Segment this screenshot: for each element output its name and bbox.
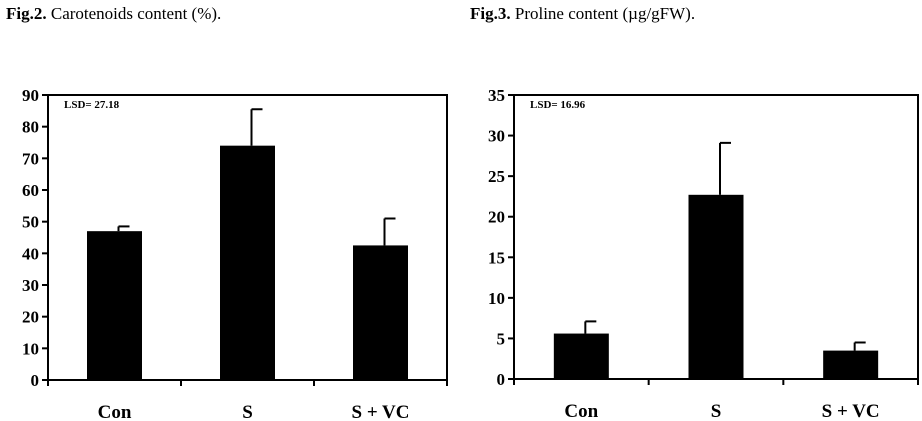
fig2-ytick-label: 50: [22, 213, 39, 232]
fig3-ytick-label: 20: [488, 208, 505, 227]
fig2-bar: [353, 245, 408, 380]
fig2-ytick-label: 70: [22, 149, 39, 168]
fig3-ytick-label: 15: [488, 248, 505, 267]
fig2-ytick-label: 60: [22, 181, 39, 200]
fig2-bar: [220, 145, 275, 380]
fig2-category-label: Con: [98, 402, 132, 421]
fig2-ytick-label: 90: [22, 86, 39, 105]
fig3-ytick-label: 0: [497, 370, 506, 389]
figure-2-label: Fig.2.: [6, 4, 47, 23]
fig2-category-label: S: [242, 402, 253, 421]
fig2-ytick-label: 10: [22, 339, 39, 358]
fig3-ytick-label: 25: [488, 167, 505, 186]
figure-2-title: Fig.2. Carotenoids content (%).: [6, 4, 221, 24]
fig3-bar: [823, 350, 879, 379]
fig2-ytick-label: 0: [31, 371, 40, 390]
figure-3-label: Fig.3.: [470, 4, 511, 23]
fig3-lsd-annotation: LSD= 16.96: [530, 99, 586, 111]
fig2-ytick-label: 20: [22, 308, 39, 327]
figure-3-caption: Proline content (µg/gFW).: [514, 4, 696, 23]
fig3-chart: 0 5 10 15 20 25 30 35 Con S S + VC LSD= 16.96: [488, 86, 919, 421]
fig3-bar: [688, 194, 744, 379]
fig2-ytick-label: 80: [22, 118, 39, 137]
fig3-ytick-label: 35: [488, 86, 505, 105]
fig3-ytick-label: 10: [488, 289, 505, 308]
fig2-bar: [87, 231, 142, 380]
fig2-chart: 0 10 20 30 40 50 60 70 80 90 Con S S + VC LSD= 27.18: [22, 86, 448, 421]
fig3-ytick-label: 30: [488, 127, 505, 146]
fig3-ytick-label: 5: [497, 329, 506, 348]
figure-3-title: Fig.3. Proline content (µg/gFW).: [470, 4, 695, 24]
figure-2-caption: Carotenoids content (%).: [50, 4, 222, 23]
fig2-lsd-annotation: LSD= 27.18: [64, 99, 120, 111]
fig3-category-label: Con: [564, 401, 598, 421]
fig3-category-label: S: [711, 401, 722, 421]
fig2-category-label: S + VC: [352, 402, 410, 421]
fig3-category-label: S + VC: [822, 401, 880, 421]
fig2-ytick-label: 30: [22, 276, 39, 295]
fig2-ytick-label: 40: [22, 244, 39, 263]
fig3-bar: [553, 333, 609, 379]
